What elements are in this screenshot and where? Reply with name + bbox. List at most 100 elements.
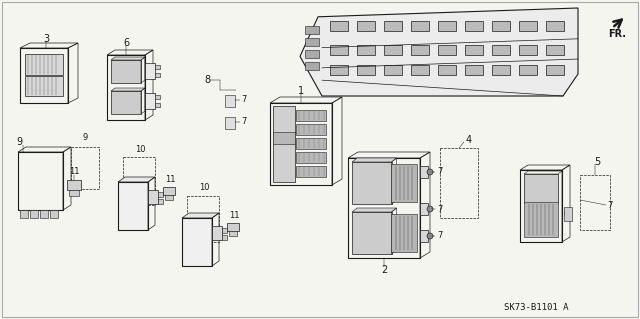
Bar (273, 106, 294, 182)
Bar (158, 192, 163, 197)
Circle shape (427, 169, 433, 175)
Bar (420, 203, 428, 215)
Bar (546, 65, 564, 75)
Bar (155, 95, 160, 99)
Bar (492, 65, 510, 75)
Bar (270, 103, 332, 185)
Bar (118, 182, 148, 230)
Bar (391, 214, 417, 252)
Bar (182, 218, 212, 266)
Bar (165, 195, 173, 200)
Bar (229, 231, 237, 236)
Circle shape (227, 119, 233, 125)
Bar (352, 212, 392, 254)
Bar (155, 65, 160, 69)
Bar (163, 187, 175, 195)
Text: FR.: FR. (608, 29, 626, 39)
Bar (296, 138, 326, 149)
Bar (227, 223, 239, 231)
Text: 6: 6 (123, 38, 129, 48)
Bar (107, 55, 145, 120)
Bar (580, 175, 610, 230)
Bar (438, 45, 456, 55)
Bar (187, 196, 219, 242)
Circle shape (564, 210, 572, 217)
Bar (123, 157, 155, 205)
Bar (222, 235, 227, 240)
Bar (71, 147, 99, 189)
Bar (67, 180, 81, 190)
Bar (69, 190, 79, 196)
Bar (155, 73, 160, 77)
Bar (50, 210, 58, 218)
Bar (40, 210, 48, 218)
Bar (296, 152, 326, 163)
Bar (519, 45, 537, 55)
Bar (519, 21, 537, 31)
Bar (305, 49, 319, 58)
Text: 7: 7 (607, 201, 612, 210)
Text: 7: 7 (437, 167, 443, 176)
Bar (18, 152, 63, 210)
Bar (411, 21, 429, 31)
Bar (225, 117, 235, 129)
Text: 10: 10 (135, 145, 145, 153)
Text: 7: 7 (437, 232, 443, 241)
Bar (296, 166, 326, 177)
Bar (420, 166, 428, 178)
Text: 11: 11 (164, 174, 175, 183)
Bar (357, 45, 375, 55)
Bar (111, 60, 141, 83)
Bar (158, 199, 163, 204)
Text: 7: 7 (241, 117, 246, 127)
Bar (30, 210, 38, 218)
Text: 7: 7 (437, 204, 443, 213)
Bar (438, 65, 456, 75)
Bar (296, 124, 326, 135)
Text: 11: 11 (228, 211, 239, 219)
Bar (145, 93, 155, 109)
Text: 9: 9 (83, 133, 88, 143)
Bar (305, 26, 319, 33)
Bar (411, 45, 429, 55)
Bar (148, 190, 158, 204)
Bar (212, 226, 222, 240)
Bar (411, 65, 429, 75)
Bar (225, 95, 235, 107)
Bar (20, 210, 28, 218)
Polygon shape (111, 88, 145, 91)
Text: 10: 10 (199, 183, 209, 192)
Polygon shape (352, 208, 397, 212)
Bar (384, 21, 402, 31)
Polygon shape (118, 177, 155, 182)
Circle shape (227, 97, 233, 103)
Circle shape (427, 233, 433, 239)
Bar (564, 207, 572, 221)
Text: SK73-B1101 A: SK73-B1101 A (504, 303, 568, 313)
Bar (296, 110, 326, 121)
Bar (524, 202, 558, 237)
Bar (391, 164, 417, 202)
Polygon shape (182, 213, 219, 218)
Bar (492, 21, 510, 31)
Bar (145, 63, 155, 79)
Bar (20, 48, 68, 103)
Bar (25, 76, 63, 96)
Bar (330, 21, 348, 31)
Bar (305, 62, 319, 70)
Polygon shape (352, 158, 397, 162)
Bar (524, 174, 558, 203)
Bar (519, 65, 537, 75)
Bar (111, 91, 141, 114)
Text: 3: 3 (43, 34, 49, 44)
Circle shape (427, 206, 433, 212)
Text: 11: 11 (68, 167, 79, 176)
Text: 8: 8 (204, 75, 210, 85)
Bar (520, 170, 562, 242)
Bar (357, 21, 375, 31)
Text: 9: 9 (16, 137, 22, 147)
Bar (348, 158, 420, 258)
Bar (273, 132, 294, 144)
Bar (492, 45, 510, 55)
Bar (330, 65, 348, 75)
